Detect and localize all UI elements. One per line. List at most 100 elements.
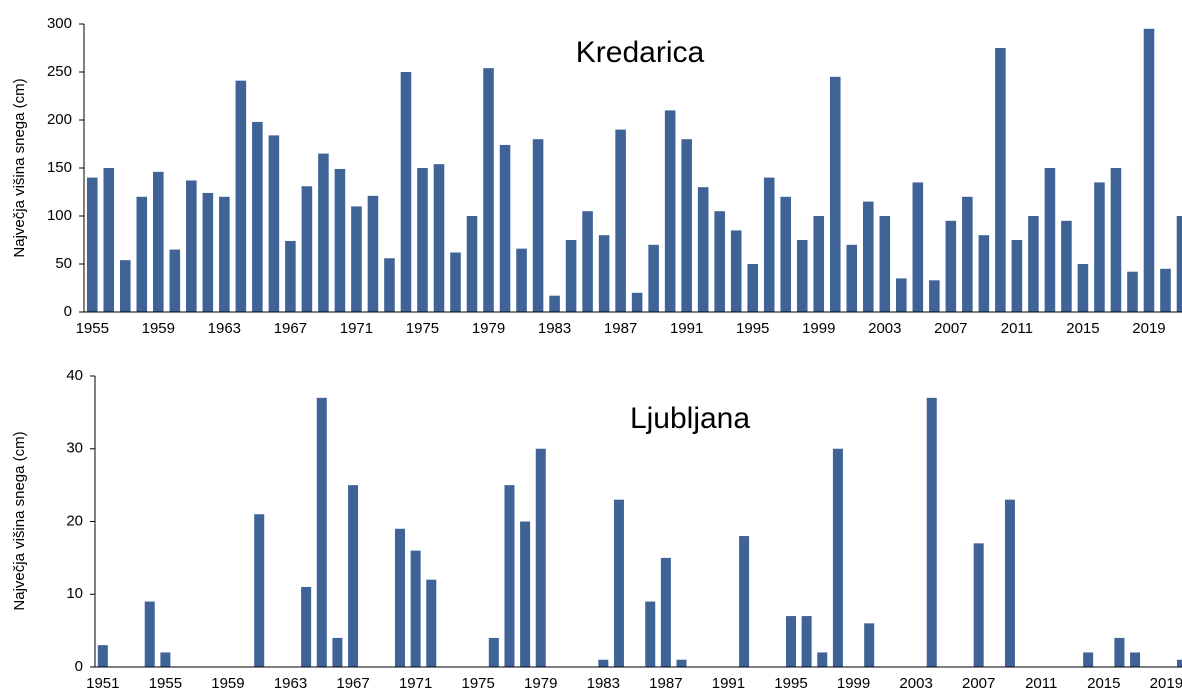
bar — [1127, 271, 1138, 312]
bar — [747, 264, 758, 312]
y-axis-label: Največja višina snega (cm) — [11, 431, 28, 610]
x-tick-label: 1971 — [399, 675, 432, 692]
y-tick-label: 20 — [66, 512, 83, 529]
y-axis-label: Največja višina snega (cm) — [11, 78, 28, 257]
bar — [483, 68, 494, 312]
bar — [1061, 220, 1072, 312]
bar — [219, 196, 230, 312]
bar — [780, 196, 792, 312]
bar — [962, 196, 973, 312]
x-tick-label: 1967 — [274, 320, 307, 337]
bar — [714, 211, 725, 312]
y-tick-label: 200 — [47, 111, 72, 128]
bar — [730, 230, 742, 312]
bar — [973, 543, 984, 667]
bar — [316, 397, 327, 667]
bar — [285, 240, 296, 312]
x-tick-label: 1963 — [208, 320, 241, 337]
chart-title: Ljubljana — [630, 402, 750, 435]
y-tick-label: 300 — [47, 15, 72, 32]
x-tick-label: 2003 — [868, 320, 901, 337]
bar — [1176, 659, 1182, 667]
x-tick-label: 1959 — [211, 675, 244, 692]
bar — [417, 168, 428, 312]
x-tick-label: 1999 — [837, 675, 870, 692]
bar — [631, 292, 643, 312]
y-tick-label: 30 — [66, 440, 83, 457]
x-tick-label: 1987 — [604, 320, 637, 337]
bar — [598, 659, 609, 667]
bar — [119, 260, 131, 312]
bar — [367, 195, 379, 312]
y-tick-label: 50 — [55, 255, 72, 272]
bar — [926, 397, 937, 667]
x-tick-label: 1975 — [461, 675, 494, 692]
bar — [1160, 268, 1171, 312]
bar — [235, 80, 247, 312]
x-tick-label: 2011 — [1001, 320, 1033, 337]
y-tick-label: 100 — [47, 207, 72, 224]
bar — [103, 168, 115, 312]
bar — [801, 616, 812, 667]
bar — [488, 637, 499, 667]
bar — [1028, 216, 1039, 312]
bar — [879, 216, 891, 312]
bar — [785, 616, 796, 667]
bar — [1083, 652, 1094, 667]
bar — [645, 601, 656, 667]
x-tick-label: 2015 — [1087, 675, 1120, 692]
x-tick-label: 1995 — [736, 320, 769, 337]
x-tick-label: 1967 — [336, 675, 369, 692]
bar — [348, 485, 359, 667]
bar — [1077, 264, 1089, 312]
y-tick-label: 10 — [66, 585, 83, 602]
bar — [549, 295, 560, 312]
bar — [332, 637, 343, 667]
bar — [648, 244, 659, 312]
bar — [1011, 240, 1023, 312]
chart-title: Kredarica — [576, 36, 705, 69]
y-tick-label: 40 — [66, 367, 83, 384]
bar — [582, 211, 593, 312]
bar — [410, 550, 421, 667]
bar — [136, 196, 148, 312]
bar — [832, 448, 843, 667]
bar — [1114, 637, 1125, 667]
bar — [796, 240, 808, 312]
bar — [351, 206, 362, 312]
y-tick-label: 0 — [75, 658, 83, 675]
bar — [1143, 28, 1155, 313]
x-tick-label: 1987 — [649, 675, 682, 692]
bar — [664, 110, 676, 313]
bar — [301, 186, 313, 312]
bar — [97, 645, 108, 667]
bar — [144, 601, 155, 667]
bar — [394, 528, 405, 667]
bar — [301, 586, 312, 667]
bar — [169, 249, 181, 312]
x-tick-label: 2011 — [1025, 675, 1057, 692]
bar — [520, 521, 531, 667]
bar — [1094, 182, 1105, 312]
x-tick-label: 1963 — [274, 675, 307, 692]
bar — [532, 139, 544, 312]
bar — [426, 579, 437, 667]
bar — [86, 177, 98, 312]
bar — [1130, 652, 1141, 667]
x-tick-label: 1991 — [712, 675, 745, 692]
bar — [400, 72, 412, 312]
x-tick-label: 1979 — [524, 675, 557, 692]
x-tick-label: 2007 — [962, 675, 995, 692]
x-tick-label: 1983 — [538, 320, 571, 337]
bar — [1110, 168, 1122, 312]
bar — [1004, 499, 1015, 667]
bar — [499, 144, 511, 312]
bar — [739, 536, 750, 667]
x-tick-label: 1999 — [802, 320, 835, 337]
bar — [254, 514, 265, 667]
bar — [268, 135, 280, 312]
bar — [829, 76, 841, 312]
bar — [516, 248, 527, 312]
bar — [334, 168, 346, 312]
bar — [535, 448, 546, 667]
